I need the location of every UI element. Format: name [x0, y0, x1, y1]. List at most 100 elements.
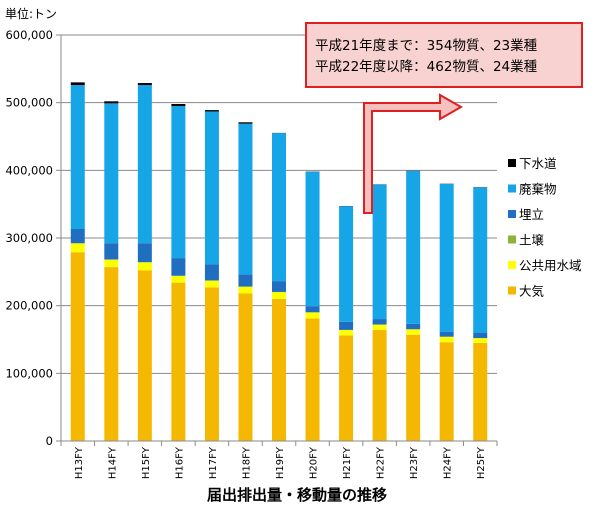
y-tick-label: 300,000	[5, 231, 53, 245]
bar-segment	[104, 259, 119, 268]
bar-segment	[104, 267, 119, 441]
bar-segment	[272, 133, 286, 282]
bar-segment	[171, 106, 186, 259]
y-tick-label: 400,000	[5, 163, 53, 177]
bar-segment	[137, 243, 152, 263]
bar-segment	[272, 292, 286, 299]
x-tick-label: H16FY	[174, 446, 185, 479]
bar-segment	[372, 184, 387, 320]
x-tick-label: H25FY	[476, 446, 487, 479]
bar-segment	[473, 187, 488, 333]
bar-segment	[137, 85, 152, 244]
bar-segment	[339, 330, 354, 336]
bar-segment	[305, 312, 320, 319]
bar-segment	[272, 281, 286, 292]
bar-segment	[406, 323, 421, 330]
bar-segment	[339, 206, 354, 322]
y-tick-label: 0	[46, 434, 53, 448]
bar-segment	[372, 324, 387, 331]
bar-segment	[439, 336, 454, 343]
bar-segment	[104, 101, 119, 104]
x-tick-label: H14FY	[107, 446, 118, 479]
y-tick-label: 600,000	[5, 28, 53, 42]
legend-swatch	[508, 159, 516, 167]
bar-segment	[473, 342, 488, 441]
y-tick-label: 100,000	[5, 366, 53, 380]
bar-segment	[70, 243, 85, 253]
bar-segment	[339, 335, 354, 441]
bar-segment	[104, 243, 119, 260]
bar-segment	[406, 329, 421, 335]
legend-label: 公共用水域	[519, 258, 582, 273]
axes	[60, 35, 497, 442]
x-tick-label: H21FY	[342, 446, 353, 479]
bar-segment	[473, 338, 488, 343]
bar-segment	[204, 111, 219, 265]
x-tick-label: H13FY	[74, 446, 85, 479]
unit-label: 単位:トン	[5, 6, 57, 21]
bar-segment	[372, 330, 387, 441]
bar-segment	[238, 293, 253, 441]
bar-segment	[305, 318, 320, 441]
y-axis-ticks: 0 100,000 200,000 300,000 400,000 500,000 600,…	[5, 28, 61, 448]
annotation: 平成21年度まで：354物質、23業種 平成22年度以降：462物質、24業種	[305, 22, 583, 214]
bar-segment	[406, 171, 421, 324]
x-tick-label: H15FY	[141, 446, 152, 479]
bar-segment	[204, 287, 219, 441]
bar-segment	[171, 275, 186, 283]
bar-segment	[305, 171, 320, 307]
bar-segment	[204, 264, 219, 281]
legend-swatch	[508, 235, 516, 244]
legend-label: 土壌	[519, 233, 545, 248]
bar-segment	[406, 334, 421, 441]
bar-segment	[238, 122, 253, 124]
legend-label: 埋立	[519, 207, 544, 222]
x-tick-label: H18FY	[241, 446, 252, 479]
chart-title: 届出排出量・移動量の推移	[207, 486, 387, 504]
bar-segment	[104, 103, 119, 244]
bar-segment	[137, 262, 152, 271]
x-tick-label: H23FY	[409, 446, 420, 479]
bar-segment	[171, 258, 186, 276]
legend-label: 下水道	[519, 156, 557, 171]
bar-segment	[238, 286, 253, 294]
bar-segment	[439, 183, 454, 332]
legend-label: 大気	[519, 284, 544, 299]
x-tick-label: H19FY	[275, 446, 286, 479]
bar-segment	[238, 123, 253, 275]
bar-segment	[70, 85, 85, 230]
x-tick-label: H22FY	[376, 446, 387, 479]
legend-swatch	[508, 184, 516, 193]
bar-segment	[204, 110, 219, 112]
bar-segment	[439, 331, 454, 337]
bar-segment	[339, 321, 354, 330]
legend-swatch	[508, 286, 516, 295]
bar-segment	[473, 332, 488, 339]
legend-swatch	[508, 261, 516, 269]
bar-segment	[137, 270, 152, 441]
bar-segment	[372, 319, 387, 325]
bar-segment	[70, 229, 85, 244]
bar-segment	[238, 274, 253, 287]
annotation-box	[305, 22, 583, 88]
y-tick-label: 200,000	[5, 299, 53, 313]
bar-segment	[204, 280, 219, 288]
y-tick-label: 500,000	[5, 96, 53, 110]
x-tick-label: H20FY	[309, 446, 320, 479]
annotation-line-2: 平成22年度以降：462物質、24業種	[315, 59, 538, 75]
annotation-arrow	[363, 93, 464, 214]
x-tick-label: H24FY	[443, 446, 454, 479]
bars	[70, 82, 488, 441]
bar-segment	[70, 252, 85, 441]
legend-swatch	[508, 210, 516, 218]
bar-segment	[305, 306, 320, 313]
legend-label: 廃棄物	[519, 182, 557, 197]
bar-segment	[439, 342, 454, 441]
bar-segment	[171, 104, 186, 107]
annotation-line-1: 平成21年度まで：354物質、23業種	[315, 38, 538, 54]
bar-segment	[272, 298, 286, 441]
x-tick-label: H17FY	[208, 446, 219, 479]
bar-segment	[171, 282, 186, 441]
bar-segment	[137, 83, 152, 86]
x-axis-ticks: H13FY H14FY H15FY H16FY H17FY H18FY H19FY H20FY…	[60, 441, 498, 479]
